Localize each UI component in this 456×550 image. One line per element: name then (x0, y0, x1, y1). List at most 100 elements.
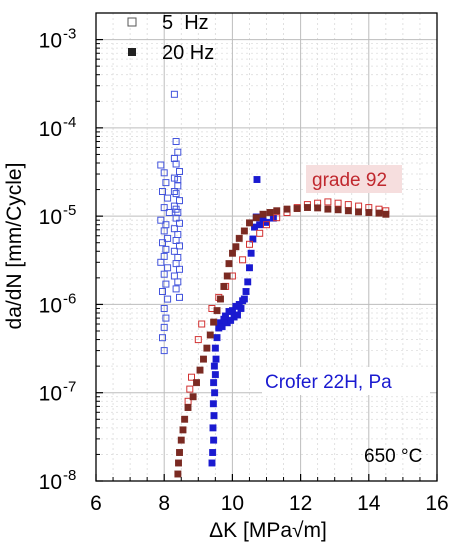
data-point (225, 260, 233, 268)
data-point (273, 207, 281, 215)
data-point (209, 400, 217, 408)
data-point (244, 278, 252, 286)
data-point (172, 138, 180, 145)
data-point (213, 307, 221, 315)
data-point (170, 90, 178, 98)
x-tick-label: 16 (425, 492, 448, 515)
data-point (174, 278, 182, 286)
data-point (177, 436, 185, 444)
data-point (176, 219, 183, 227)
y-tick-label: 10 (39, 294, 62, 317)
data-point (172, 205, 180, 213)
data-point (176, 293, 183, 301)
x-tick-label: 10 (221, 492, 244, 515)
data-point (159, 239, 166, 247)
data-point (162, 221, 170, 229)
data-point (324, 198, 332, 206)
data-point (355, 208, 362, 216)
data-point (194, 336, 202, 344)
data-point (210, 412, 218, 420)
data-point (164, 234, 172, 242)
data-point (175, 459, 183, 467)
crofer-label: Crofer 22H, Pa (265, 372, 392, 393)
data-point (181, 415, 189, 423)
data-point (172, 260, 180, 268)
data-point (223, 272, 231, 280)
data-point (170, 225, 178, 233)
data-point (245, 264, 253, 272)
data-point (256, 229, 264, 237)
y-tick-label: 10 (39, 383, 62, 406)
data-points (157, 90, 390, 478)
data-point (283, 205, 291, 213)
data-point (203, 344, 211, 352)
grade92-label-bg (306, 165, 402, 193)
data-point (193, 379, 201, 387)
y-tick-exponent: -4 (63, 114, 76, 131)
data-point (211, 371, 219, 379)
legend-label-20hz: 20 Hz (162, 42, 214, 64)
data-point (164, 194, 172, 202)
data-point (172, 190, 180, 198)
data-point (172, 160, 180, 168)
data-point (188, 373, 195, 381)
data-point (365, 208, 373, 216)
legend-label-5hz: 5 Hz (162, 12, 209, 34)
data-point (184, 404, 192, 411)
data-point (170, 188, 178, 195)
data-point (198, 320, 206, 328)
data-point (162, 179, 170, 187)
legend-marker-5hz (127, 17, 137, 27)
data-point (218, 323, 226, 331)
grade92-label: grade 92 (312, 170, 387, 191)
data-point (159, 188, 166, 195)
data-point (253, 176, 261, 184)
x-axis-title: ΔK [MPa√m] (209, 519, 327, 542)
data-point (210, 379, 218, 387)
data-point (186, 385, 194, 393)
data-point (208, 459, 216, 467)
data-point (170, 247, 178, 255)
data-point (164, 264, 172, 272)
plot-frame (95, 12, 438, 482)
data-point (179, 426, 187, 434)
y-tick-label: 10 (39, 30, 62, 53)
y-tick-exponent: -7 (63, 379, 76, 396)
data-point (160, 305, 168, 312)
data-point (174, 254, 182, 261)
data-point (209, 424, 217, 432)
data-point (157, 216, 165, 224)
data-point (209, 449, 217, 456)
data-point (247, 249, 255, 257)
data-point (212, 355, 220, 363)
data-point (211, 344, 219, 352)
data-point (162, 314, 170, 322)
data-point (375, 209, 383, 217)
data-point (160, 169, 168, 177)
data-point (252, 214, 260, 222)
data-point (157, 161, 165, 169)
data-point (160, 270, 168, 278)
data-point (172, 285, 180, 293)
y-tick-label: 10 (39, 206, 62, 229)
x-tick-labels: 6 8 10 12 14 16 (90, 492, 449, 515)
data-point (176, 168, 183, 175)
y-tick-label: 10 (39, 118, 62, 141)
x-tick-label: 8 (158, 492, 170, 515)
data-point (266, 208, 274, 216)
crofer-label-bg (262, 367, 430, 395)
data-point (189, 393, 197, 401)
data-point (232, 243, 240, 251)
y-tick-labels: 10-810-710-610-510-410-3 (39, 26, 77, 494)
data-point (164, 295, 172, 303)
data-point (273, 214, 281, 222)
data-point (237, 305, 245, 312)
data-point (176, 242, 183, 250)
data-point (165, 209, 173, 216)
data-point (210, 362, 218, 370)
data-point (210, 318, 218, 326)
data-point (293, 205, 301, 213)
temperature-label: 650 °C (364, 446, 422, 467)
data-point (240, 227, 248, 235)
